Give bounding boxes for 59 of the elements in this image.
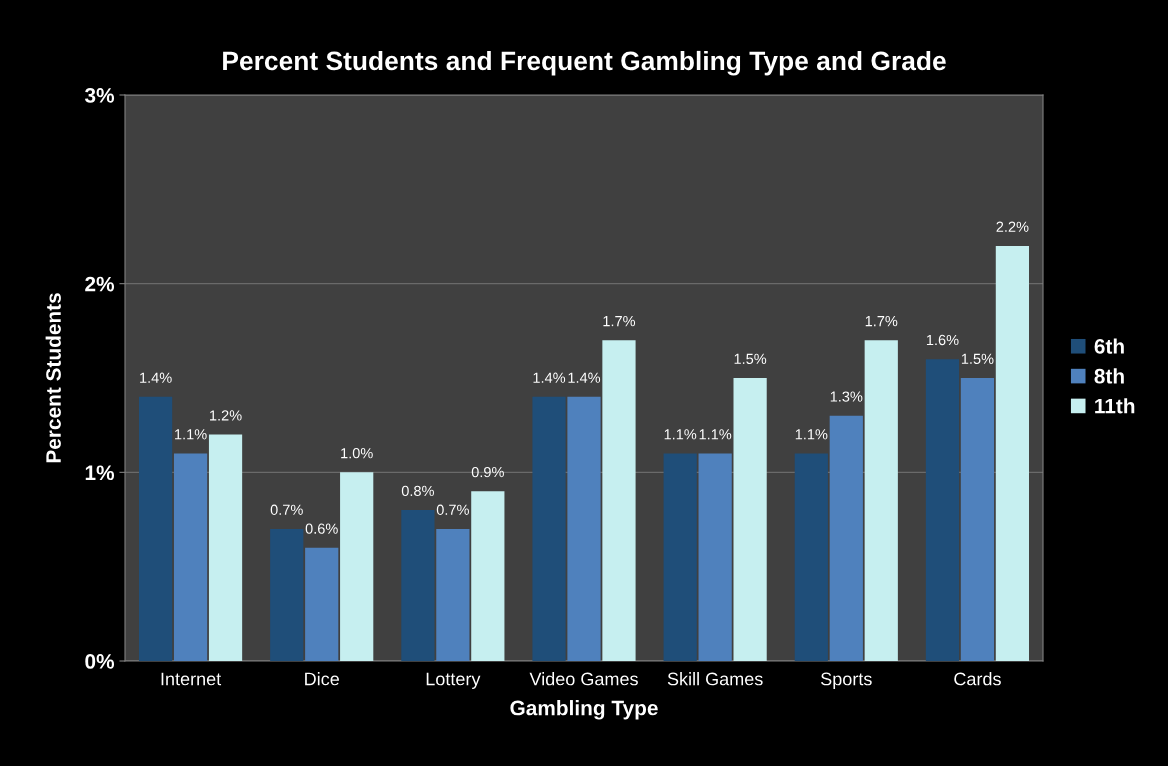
data-label: 1.5% bbox=[961, 353, 994, 365]
data-label: 1.4% bbox=[140, 372, 172, 383]
bar bbox=[436, 528, 470, 661]
legend-label: 6th bbox=[1094, 338, 1124, 354]
data-label: 1.6% bbox=[926, 334, 959, 346]
data-label: 1.1% bbox=[795, 429, 828, 440]
data-label: 1.0% bbox=[341, 448, 373, 459]
x-tick-label: Internet bbox=[161, 672, 222, 686]
bar bbox=[829, 415, 863, 661]
x-tick-label: Sports bbox=[821, 672, 872, 689]
bar bbox=[138, 396, 173, 661]
data-label: 2.2% bbox=[996, 221, 1029, 232]
legend-label: 11th bbox=[1095, 398, 1135, 414]
y-axis-title: Percent Students bbox=[45, 293, 61, 463]
bar bbox=[173, 453, 208, 661]
bar bbox=[471, 491, 505, 661]
data-label: 1.5% bbox=[734, 353, 767, 365]
bar bbox=[602, 340, 636, 661]
bar bbox=[270, 528, 304, 661]
bar bbox=[794, 453, 828, 661]
x-tick-label: Video Games bbox=[529, 672, 638, 686]
data-label: 0.9% bbox=[471, 466, 504, 478]
x-tick-label: Dice bbox=[305, 672, 339, 686]
data-label: 1.1% bbox=[699, 429, 732, 440]
bar bbox=[995, 245, 1030, 661]
bar bbox=[925, 359, 960, 661]
bar bbox=[340, 472, 374, 661]
data-label: 1.3% bbox=[830, 391, 863, 402]
data-label: 0.7% bbox=[270, 504, 303, 515]
legend-label: 8th bbox=[1094, 368, 1124, 384]
bar bbox=[208, 434, 243, 661]
data-label: 1.4% bbox=[533, 372, 566, 383]
data-label: 1.7% bbox=[865, 316, 898, 327]
data-label: 0.8% bbox=[401, 485, 434, 497]
y-tick-label: 2% bbox=[85, 276, 115, 292]
bar bbox=[960, 378, 995, 661]
x-tick-label: Cards bbox=[954, 672, 1001, 686]
data-label: 0.7% bbox=[436, 504, 469, 515]
bar bbox=[698, 453, 732, 661]
data-label: 1.2% bbox=[210, 410, 242, 421]
bar bbox=[305, 547, 339, 661]
x-axis-title: Gambling Type bbox=[510, 700, 658, 720]
data-label: 0.6% bbox=[305, 523, 338, 534]
bar bbox=[532, 396, 566, 661]
bar bbox=[401, 510, 435, 661]
data-label: 1.1% bbox=[175, 429, 207, 440]
data-label: 1.7% bbox=[603, 316, 636, 327]
bar bbox=[567, 396, 601, 661]
chart-title: Percent Students and Frequent Gambling Type and Grade bbox=[223, 50, 946, 76]
bar bbox=[733, 378, 767, 661]
y-tick-label: 3% bbox=[84, 88, 115, 103]
data-label: 1.1% bbox=[664, 429, 697, 440]
x-tick-label: Lottery bbox=[426, 672, 481, 689]
x-tick-label: Skill Games bbox=[667, 672, 763, 686]
bar bbox=[864, 340, 898, 661]
y-tick-label: 1% bbox=[85, 465, 115, 481]
y-tick-label: 0% bbox=[85, 654, 115, 669]
bar bbox=[663, 453, 697, 661]
data-label: 1.4% bbox=[568, 372, 601, 383]
